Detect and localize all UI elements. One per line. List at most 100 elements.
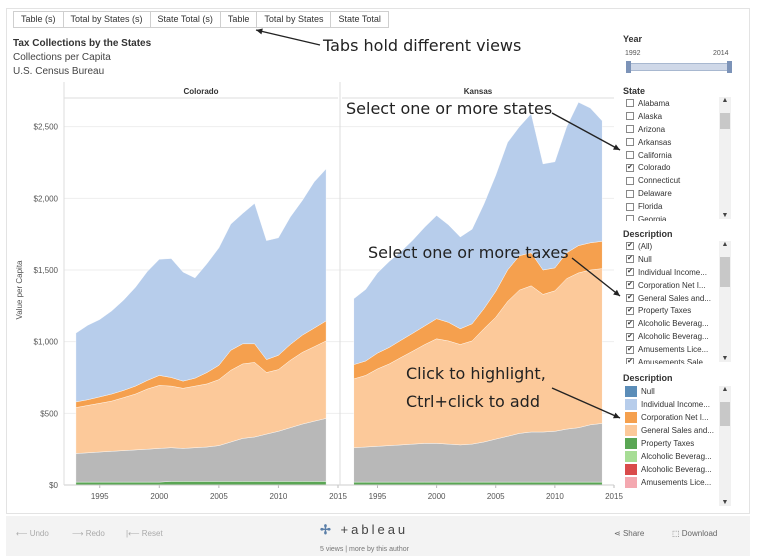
state-option-item[interactable]: Alaska — [626, 110, 716, 123]
subtitle-line-1: Collections per Capita — [13, 52, 111, 63]
reset-button[interactable]: |⟵ Reset — [126, 529, 163, 538]
legend-label: Individual Income... — [641, 400, 710, 409]
state-option-label: Alabama — [638, 98, 670, 108]
checkbox[interactable] — [626, 215, 634, 221]
description-list-scrollbar[interactable]: ▲ ▼ — [719, 241, 731, 362]
checkbox[interactable] — [626, 176, 634, 185]
checkbox[interactable] — [626, 202, 634, 211]
legend-scrollbar[interactable]: ▲ ▼ — [719, 386, 731, 506]
tab-5[interactable]: State Total — [330, 11, 389, 28]
redo-button[interactable]: ⟶ Redo — [72, 529, 105, 538]
download-button[interactable]: ⬚ Download — [672, 529, 717, 538]
checkbox[interactable] — [626, 112, 634, 121]
share-icon: ⋖ — [614, 529, 623, 538]
legend-swatch — [625, 477, 637, 488]
state-option-item[interactable]: Connecticut — [626, 174, 716, 187]
legend-swatch — [625, 399, 637, 410]
year-slider-max-handle[interactable] — [727, 61, 732, 73]
tab-4[interactable]: Total by States — [256, 11, 331, 28]
state-option-label: Connecticut — [638, 176, 681, 186]
state-option-item[interactable]: Alabama — [626, 97, 716, 110]
tab-1[interactable]: Total by States (s) — [62, 11, 150, 28]
legend-item[interactable]: Null — [625, 385, 717, 398]
checkbox[interactable]: ✔ — [626, 255, 634, 264]
scroll-up-icon[interactable]: ▲ — [721, 386, 729, 393]
description-option-item[interactable]: ✔ (All) — [626, 240, 718, 253]
scroll-up-icon[interactable]: ▲ — [721, 241, 729, 248]
description-option-label: Alcoholic Beverag... — [638, 332, 709, 342]
legend-swatch — [625, 451, 637, 462]
scroll-down-icon[interactable]: ▼ — [721, 355, 729, 362]
checkbox[interactable]: ✔ — [626, 358, 634, 364]
checkbox[interactable]: ✔ — [626, 319, 634, 328]
undo-button[interactable]: ⟵ Undo — [16, 529, 49, 538]
tableau-logo[interactable]: ✢ +ableau — [320, 522, 408, 538]
tableau-logo-text: +ableau — [340, 522, 409, 537]
legend-item[interactable]: Amusements Lice... — [625, 476, 717, 489]
undo-icon: ⟵ — [16, 529, 30, 538]
description-option-item[interactable]: ✔ Amusements Sale... — [626, 356, 718, 364]
state-option-label: Alaska — [638, 111, 663, 121]
tab-3[interactable]: Table — [219, 11, 257, 28]
description-option-item[interactable]: ✔ Individual Income... — [626, 266, 718, 279]
description-option-item[interactable]: ✔ General Sales and... — [626, 292, 718, 305]
description-option-item[interactable]: ✔ Null — [626, 253, 718, 266]
undo-label: Undo — [29, 529, 49, 538]
state-option-item[interactable]: Delaware — [626, 187, 716, 200]
checkbox[interactable]: ✔ — [626, 294, 634, 302]
year-slider-min-handle[interactable] — [626, 61, 631, 73]
checkbox[interactable] — [626, 125, 634, 134]
scroll-thumb[interactable] — [720, 402, 730, 426]
legend-swatch — [625, 464, 637, 475]
state-list-scrollbar[interactable]: ▲ ▼ — [719, 97, 731, 219]
state-option-label: Colorado — [638, 163, 671, 173]
description-option-item[interactable]: ✔ Alcoholic Beverag... — [626, 317, 718, 330]
scroll-down-icon[interactable]: ▼ — [721, 212, 729, 219]
share-button[interactable]: ⋖ Share — [614, 529, 644, 538]
description-option-label: Null — [638, 254, 652, 264]
dashboard-title: Tax Collections by the States — [13, 38, 152, 49]
checkbox[interactable]: ✔ — [626, 163, 634, 172]
description-option-item[interactable]: ✔ Property Taxes — [626, 304, 718, 317]
legend-item[interactable]: Property Taxes — [625, 437, 717, 450]
subtitle-line-2: U.S. Census Bureau — [13, 66, 105, 77]
description-option-label: Corporation Net I... — [638, 280, 706, 290]
description-option-item[interactable]: ✔ Alcoholic Beverag... — [626, 330, 718, 343]
state-option-item[interactable]: ✔ Colorado — [626, 161, 716, 174]
tab-0[interactable]: Table (s) — [13, 11, 63, 28]
state-option-item[interactable]: Arkansas — [626, 136, 716, 149]
scroll-thumb[interactable] — [720, 257, 730, 287]
legend-label: Corporation Net I... — [641, 413, 709, 422]
description-option-item[interactable]: ✔ Corporation Net I... — [626, 279, 718, 292]
checkbox[interactable]: ✔ — [626, 306, 634, 315]
legend-item[interactable]: Alcoholic Beverag... — [625, 450, 717, 463]
state-option-item[interactable]: Florida — [626, 200, 716, 213]
views-info[interactable]: 5 views | more by this author — [320, 546, 409, 553]
tab-2[interactable]: State Total (s) — [149, 11, 220, 28]
legend-item[interactable]: Individual Income... — [625, 398, 717, 411]
description-legend-title: Description — [623, 373, 673, 383]
state-option-label: Delaware — [638, 189, 672, 199]
description-option-label: Alcoholic Beverag... — [638, 319, 709, 329]
legend-item[interactable]: General Sales and... — [625, 424, 717, 437]
scroll-thumb[interactable] — [720, 113, 730, 129]
state-option-item[interactable]: Arizona — [626, 123, 716, 136]
year-range-slider[interactable] — [626, 61, 732, 73]
scroll-down-icon[interactable]: ▼ — [721, 499, 729, 506]
description-option-item[interactable]: ✔ Amusements Lice... — [626, 343, 718, 356]
legend-item[interactable]: Alcoholic Beverag... — [625, 463, 717, 476]
checkbox[interactable]: ✔ — [626, 332, 634, 341]
checkbox[interactable]: ✔ — [626, 345, 634, 354]
checkbox[interactable] — [626, 99, 634, 108]
checkbox[interactable] — [626, 189, 634, 198]
state-option-item[interactable]: California — [626, 149, 716, 162]
checkbox[interactable] — [626, 151, 634, 159]
checkbox[interactable] — [626, 138, 634, 147]
legend-item[interactable]: Corporation Net I... — [625, 411, 717, 424]
scroll-up-icon[interactable]: ▲ — [721, 97, 729, 104]
checkbox[interactable]: ✔ — [626, 268, 634, 277]
legend-label: Null — [641, 387, 655, 396]
checkbox[interactable]: ✔ — [626, 281, 634, 290]
checkbox[interactable]: ✔ — [626, 242, 634, 251]
state-option-item[interactable]: Georgia — [626, 213, 716, 221]
